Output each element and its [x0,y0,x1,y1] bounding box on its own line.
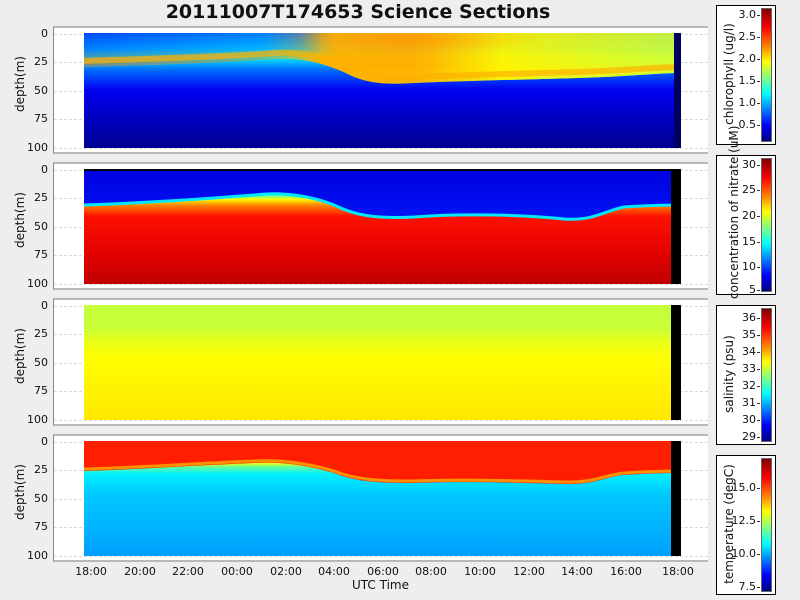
x-axis-label: UTC Time [352,578,409,592]
colorbar-tick: 31 [742,397,760,409]
y-tick: 0 [41,435,48,448]
data-edge-mask [674,33,681,148]
salinity-heatmap [84,305,681,420]
y-tick: 75 [34,112,48,125]
colorbar-tick: 3.0 [739,9,761,21]
colorbar-tick: 2.0 [739,53,761,65]
data-edge-mask [671,169,681,284]
y-tick: 75 [34,520,48,533]
colorbar-label: salinity (psu) [722,335,736,413]
y-tick: 50 [34,492,48,505]
x-tick: 12:00 [513,565,545,578]
nitrate-section-plot: depth(m) 0 25 50 75 100 [13,162,708,290]
y-tick: 0 [41,27,48,40]
x-axis: 18:00 20:00 22:00 00:00 02:00 04:00 06:0… [53,563,708,583]
colorbar-tick: 12.5 [732,515,761,527]
gridline [54,420,708,421]
y-tick: 100 [27,277,48,290]
colorbar-tick: 34 [742,346,760,358]
x-tick: 04:00 [318,565,350,578]
y-tick: 25 [34,55,48,68]
temperature-colorbar: temperature (degC) 15.0 12.5 10.0 7.5 [716,455,776,595]
colorbar-tick: 1.5 [739,75,761,87]
y-tick: 0 [41,299,48,312]
colorbar-gradient [761,308,772,442]
x-tick: 18:00 [662,565,694,578]
colorbar-tick: 7.5 [739,581,761,593]
gridline [54,284,708,285]
y-tick: 25 [34,191,48,204]
y-tick: 100 [27,141,48,154]
y-tick: 75 [34,384,48,397]
data-edge-mask [671,441,681,556]
x-tick: 18:00 [75,565,107,578]
colorbar-tick: 15.0 [732,482,761,494]
temperature-section-plot: depth(m) 0 25 50 75 100 [13,434,708,562]
x-tick: 14:00 [561,565,593,578]
x-tick: 22:00 [172,565,204,578]
colorbar-label: chlorophyll (ug/l) [722,23,736,125]
colorbar-label: concentration of nitrate (uM) [727,125,741,299]
y-tick: 75 [34,248,48,261]
colorbar-tick: 36 [742,312,760,324]
colorbar-tick: 35 [742,329,760,341]
nitrate-colorbar: concentration of nitrate (uM) 30 25 20 1… [716,126,776,299]
data-edge-mask [671,305,681,420]
y-tick: 25 [34,463,48,476]
y-tick: 0 [41,163,48,176]
y-tick: 50 [34,356,48,369]
colorbar-gradient [761,158,772,292]
nitrate-field [84,169,681,284]
colorbar-tick: 0.5 [739,119,761,131]
colorbar-tick: 2.5 [739,31,761,43]
gridline [54,556,708,557]
y-tick: 100 [27,413,48,426]
x-tick: 02:00 [270,565,302,578]
x-tick: 20:00 [124,565,156,578]
colorbar-tick: 32 [742,380,760,392]
colorbar-tick: 30 [742,414,760,426]
colorbar-tick: 20 [742,210,760,222]
y-tick: 25 [34,327,48,340]
colorbar-tick: 1.0 [739,97,761,109]
colorbar-tick: 15 [742,236,760,248]
temperature-heatmap [84,441,681,556]
colorbar-tick: 5 [749,284,760,296]
nitrate-heatmap [84,169,681,284]
x-tick: 16:00 [610,565,642,578]
temperature-field [84,441,681,556]
colorbar-tick: 25 [742,184,760,196]
x-tick: 08:00 [415,565,447,578]
y-tick: 50 [34,220,48,233]
colorbar-tick: 10.0 [732,548,761,560]
chlorophyll-section-plot: depth(m) 0 25 50 75 100 [13,26,708,154]
colorbar-gradient [761,8,772,142]
salinity-colorbar: salinity (psu) 36 35 34 33 32 31 30 29 [716,305,776,445]
y-tick: 100 [27,549,48,562]
x-tick: 10:00 [464,565,496,578]
y-tick: 50 [34,84,48,97]
x-tick: 00:00 [221,565,253,578]
colorbar-tick: 33 [742,363,760,375]
x-tick: 06:00 [367,565,399,578]
gridline [54,148,708,149]
chlorophyll-colorbar: chlorophyll (ug/l) 3.0 2.5 2.0 1.5 1.0 0… [716,5,776,145]
colorbar-tick: 30 [742,159,760,171]
chart-title: 20111007T174653 Science Sections [165,1,551,23]
colorbar-tick: 29 [742,431,760,443]
salinity-section-plot: depth(m) 0 25 50 75 100 [13,298,708,426]
colorbar-tick: 10 [742,261,760,273]
colorbar-gradient [761,458,772,592]
chlorophyll-field [84,33,681,148]
chlorophyll-heatmap [84,33,681,148]
